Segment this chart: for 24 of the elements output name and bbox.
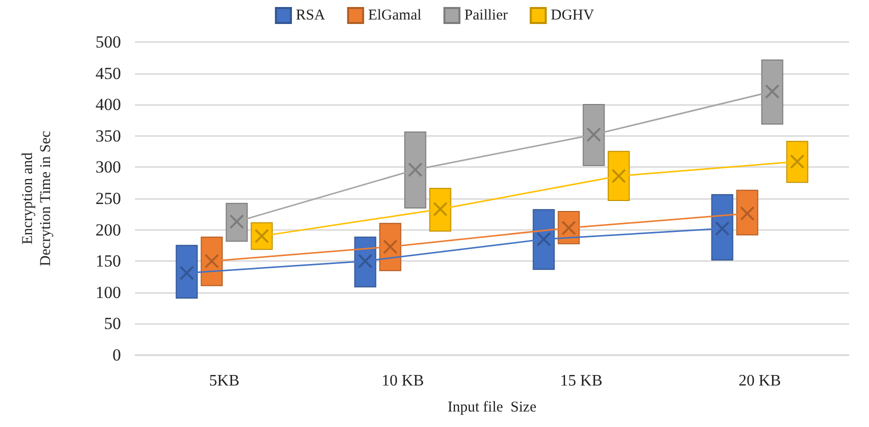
bar bbox=[404, 132, 426, 209]
y-tick-label: 150 bbox=[96, 252, 121, 271]
legend-label: ElGamal bbox=[368, 8, 422, 24]
y-tick-label: 450 bbox=[96, 64, 121, 83]
y-tick-label: 50 bbox=[104, 314, 121, 334]
y-tick-label: 350 bbox=[96, 126, 121, 146]
y-tick-label: 0 bbox=[112, 346, 121, 364]
legend-label: DGHV bbox=[550, 8, 594, 24]
y-axis-title: Encryption and Decrytion Time in Sec bbox=[20, 130, 54, 266]
legend-label: Paillier bbox=[464, 8, 508, 24]
x-tick-label: 15 KB bbox=[560, 372, 602, 390]
bar bbox=[582, 104, 605, 166]
x-tick-label: 20 KB bbox=[738, 372, 781, 390]
y-tick-label: 300 bbox=[96, 158, 121, 177]
y-tick-label: 500 bbox=[96, 32, 121, 52]
y-tick-label: 250 bbox=[96, 189, 121, 208]
x-tick-label: 5KB bbox=[209, 372, 240, 390]
bar bbox=[429, 188, 452, 232]
x-tick-label: 10 KB bbox=[382, 372, 424, 390]
y-tick-label: 100 bbox=[96, 282, 121, 302]
y-tick-label: 200 bbox=[96, 220, 121, 240]
x-axis-title: Input file Size bbox=[448, 400, 537, 416]
y-tick-label: 400 bbox=[96, 95, 121, 114]
legend-label: RSA bbox=[296, 8, 326, 24]
